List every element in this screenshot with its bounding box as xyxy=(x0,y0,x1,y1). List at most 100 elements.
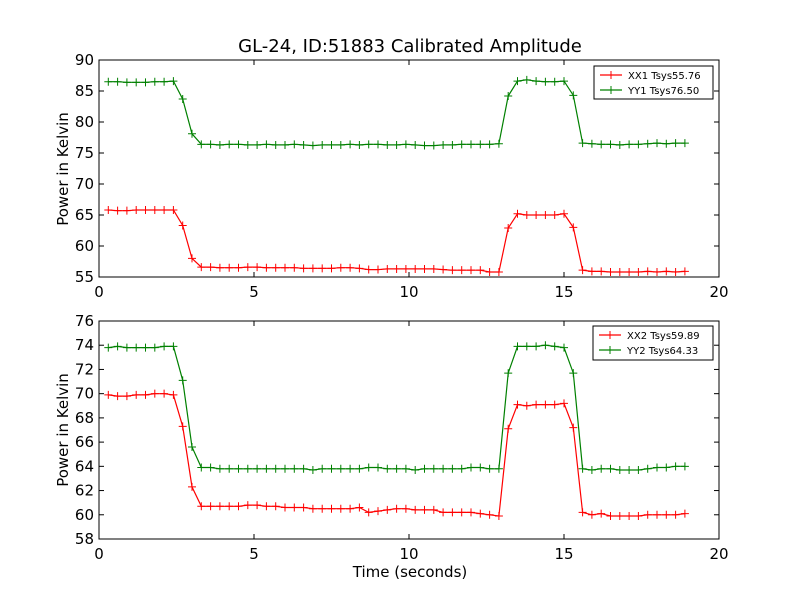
axes-frame xyxy=(98,59,720,278)
data-point xyxy=(420,464,429,473)
data-point xyxy=(178,422,187,431)
data-point xyxy=(113,342,122,351)
data-point xyxy=(374,140,382,149)
data-point xyxy=(141,78,150,87)
data-point xyxy=(671,510,680,519)
data-point xyxy=(569,223,578,232)
data-point xyxy=(513,400,522,409)
data-point xyxy=(615,465,624,474)
data-point xyxy=(662,267,671,276)
data-point xyxy=(318,464,327,473)
legend-marker xyxy=(607,71,615,79)
data-point xyxy=(625,465,634,474)
data-point xyxy=(281,503,289,512)
data-point xyxy=(383,464,392,473)
data-point xyxy=(197,502,206,511)
data-point xyxy=(560,343,568,352)
y-tick-label: 76 xyxy=(75,312,94,330)
data-point xyxy=(420,505,429,514)
data-point xyxy=(243,501,252,510)
x-tick-label: 20 xyxy=(709,545,728,563)
data-point xyxy=(169,206,178,215)
data-point xyxy=(439,140,448,149)
data-point xyxy=(569,423,578,432)
data-point xyxy=(169,390,178,399)
y-tick-label: 70 xyxy=(75,175,94,193)
data-point xyxy=(569,369,578,378)
data-point xyxy=(299,140,308,149)
data-point xyxy=(318,504,327,513)
data-point xyxy=(541,400,550,409)
data-point xyxy=(262,502,271,511)
data-point xyxy=(178,221,187,230)
data-point xyxy=(374,507,382,516)
data-point xyxy=(578,464,587,473)
data-point xyxy=(253,501,262,510)
data-point xyxy=(439,464,448,473)
data-point xyxy=(448,140,457,149)
x-tick-label: 10 xyxy=(399,283,418,301)
data-point xyxy=(336,140,345,149)
data-point xyxy=(680,462,689,471)
data-point xyxy=(494,464,503,473)
legend-label: XX2 Tsys59.89 xyxy=(627,331,700,342)
x-tick-label: 5 xyxy=(249,545,259,563)
y-axis-label: Power in Kelvin xyxy=(54,112,72,226)
data-point xyxy=(411,264,420,273)
data-point xyxy=(318,140,327,149)
y-tick-label: 64 xyxy=(75,457,94,475)
data-point xyxy=(206,140,215,149)
data-point xyxy=(206,263,215,272)
legend-box xyxy=(593,65,714,100)
data-point xyxy=(467,508,475,517)
data-point xyxy=(457,266,466,275)
data-point xyxy=(141,206,150,215)
data-point xyxy=(522,401,531,410)
data-point xyxy=(494,139,503,148)
legend-label: YY1 Tsys76.50 xyxy=(627,86,699,97)
data-point xyxy=(346,504,355,513)
data-point xyxy=(374,463,382,472)
data-point xyxy=(643,139,652,148)
data-point xyxy=(169,77,178,86)
data-point xyxy=(680,509,689,518)
data-point xyxy=(625,140,634,149)
data-point xyxy=(383,140,392,149)
data-point xyxy=(439,508,448,517)
data-point xyxy=(392,140,401,149)
legend-box xyxy=(592,325,714,361)
data-point xyxy=(188,254,196,263)
data-point xyxy=(346,263,355,272)
data-point xyxy=(290,464,299,473)
legend: XX1 Tsys55.76 YY1 Tsys76.50 xyxy=(593,65,714,100)
data-point xyxy=(467,266,475,275)
data-point xyxy=(132,206,141,215)
data-point xyxy=(243,263,252,272)
data-point xyxy=(188,442,196,451)
data-point xyxy=(485,268,494,277)
data-point xyxy=(653,268,661,277)
data-point xyxy=(281,140,289,149)
data-point xyxy=(169,342,178,351)
data-point xyxy=(457,508,466,517)
data-point xyxy=(606,140,615,149)
data-point xyxy=(234,464,243,473)
data-point xyxy=(587,510,596,519)
data-point xyxy=(364,265,373,274)
data-point xyxy=(355,503,364,512)
data-point xyxy=(262,263,271,272)
data-point xyxy=(281,263,289,272)
data-point xyxy=(271,140,280,149)
data-point xyxy=(225,464,234,473)
data-point xyxy=(141,390,150,399)
data-point xyxy=(122,206,131,215)
data-point xyxy=(253,263,262,272)
data-point xyxy=(299,503,308,512)
data-point xyxy=(346,464,355,473)
data-point xyxy=(522,211,531,219)
x-tick-label: 20 xyxy=(709,283,728,301)
data-point xyxy=(215,263,224,272)
legend-label: YY2 Tsys64.33 xyxy=(626,346,698,357)
data-point xyxy=(318,264,327,273)
data-point xyxy=(671,268,680,277)
